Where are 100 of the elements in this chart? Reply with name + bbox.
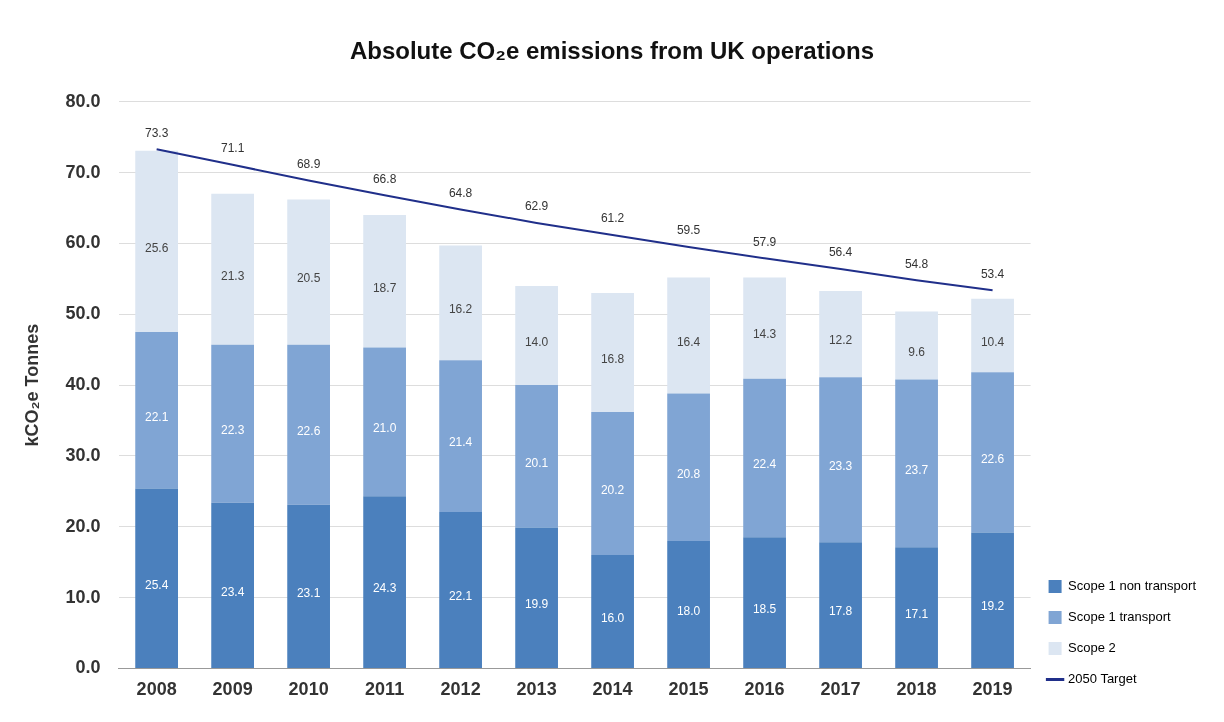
data-label: 73.3	[144, 125, 169, 140]
bar	[971, 298, 1014, 373]
bar	[591, 293, 634, 413]
data-label: 56.4	[828, 245, 853, 260]
data-label: 19.9	[524, 596, 549, 611]
data-label: 25.4	[144, 577, 169, 592]
x-tick-label: 2012	[440, 679, 481, 700]
x-tick-label: 2013	[516, 679, 557, 700]
bar	[287, 504, 330, 668]
x-tick-label: 2016	[744, 679, 785, 700]
bar	[743, 277, 786, 379]
data-label: 16.2	[448, 302, 473, 317]
data-label: 22.1	[144, 409, 169, 424]
data-label: 12.2	[828, 333, 853, 348]
data-label: 18.7	[372, 280, 397, 295]
bar	[287, 199, 330, 345]
y-tick-label: 10.0	[65, 586, 101, 607]
data-label: 17.1	[904, 606, 929, 621]
data-label: 22.6	[980, 451, 1005, 466]
bar	[819, 542, 862, 668]
bar	[667, 540, 710, 668]
data-label: 53.4	[980, 266, 1005, 281]
data-label: 57.9	[752, 234, 777, 249]
bar	[135, 488, 179, 668]
y-axis-title: kCO₂e Tonnes	[21, 323, 42, 447]
legend-label: Scope 1 non transport	[1068, 578, 1197, 594]
bar	[439, 511, 482, 668]
data-label: 22.3	[220, 423, 245, 438]
x-tick-label: 2017	[820, 679, 861, 700]
bar	[819, 377, 862, 543]
data-label: 20.5	[296, 271, 321, 286]
x-tick-label: 2010	[288, 679, 329, 700]
data-label: 21.4	[448, 435, 473, 450]
data-label: 10.4	[980, 334, 1005, 349]
data-label: 68.9	[296, 156, 321, 171]
bar	[667, 393, 710, 541]
y-tick-label: 40.0	[65, 374, 101, 395]
data-label: 66.8	[372, 171, 397, 186]
bar	[135, 150, 179, 332]
x-tick-label: 2018	[896, 679, 937, 700]
y-tick-label: 60.0	[65, 232, 101, 253]
data-label: 18.0	[676, 603, 701, 618]
bar	[895, 311, 938, 380]
bar	[211, 193, 254, 345]
bar	[363, 496, 406, 668]
bar	[439, 360, 482, 512]
bar	[439, 245, 482, 361]
bar	[515, 385, 558, 528]
legend-label: Scope 2	[1068, 640, 1116, 656]
data-label: 61.2	[600, 211, 625, 226]
data-label: 21.3	[220, 268, 245, 283]
bar	[819, 290, 862, 378]
data-label: 16.0	[600, 610, 625, 625]
x-tick-label: 2019	[972, 679, 1013, 700]
data-label: 17.8	[828, 604, 853, 619]
bar	[667, 277, 710, 394]
chart-title: Absolute CO₂e emissions from UK operations	[349, 37, 875, 65]
bar	[743, 537, 786, 668]
y-tick-label: 80.0	[65, 90, 101, 111]
x-tick-label: 2015	[668, 679, 709, 700]
bar	[971, 532, 1014, 668]
data-label: 24.3	[372, 581, 397, 596]
legend-label: Scope 1 transport	[1068, 609, 1172, 625]
bar	[895, 547, 938, 668]
data-label: 14.0	[524, 334, 549, 349]
data-label: 22.4	[752, 457, 777, 472]
bar	[287, 344, 330, 505]
bar	[211, 344, 254, 503]
bar	[591, 555, 634, 668]
y-tick-label: 30.0	[65, 444, 101, 465]
data-label: 22.1	[448, 589, 473, 604]
bar	[895, 379, 938, 548]
x-tick-label: 2008	[136, 679, 177, 700]
data-label: 23.1	[296, 585, 321, 600]
bar	[135, 331, 179, 489]
x-tick-label: 2014	[592, 679, 633, 700]
data-label: 9.6	[908, 344, 926, 359]
bar	[743, 378, 786, 538]
bar	[211, 502, 254, 668]
data-label: 16.8	[600, 351, 625, 366]
bar	[363, 347, 406, 497]
y-tick-label: 50.0	[65, 303, 101, 324]
data-label: 18.5	[752, 601, 777, 616]
legend-label: 2050 Target	[1068, 671, 1137, 687]
data-label: 22.6	[296, 424, 321, 439]
bar	[971, 372, 1014, 533]
data-label: 20.8	[676, 466, 701, 481]
y-tick-label: 70.0	[65, 161, 101, 182]
y-tick-label: 20.0	[65, 515, 101, 536]
data-label: 23.3	[828, 459, 853, 474]
data-label: 23.7	[904, 462, 929, 477]
data-label: 71.1	[220, 141, 245, 156]
x-tick-label: 2011	[365, 679, 405, 700]
x-tick-label: 2009	[212, 679, 253, 700]
data-label: 62.9	[524, 199, 549, 214]
data-label: 25.6	[144, 240, 169, 255]
bar	[363, 215, 406, 348]
bar	[515, 527, 558, 668]
y-tick-label: 0.0	[75, 657, 101, 678]
data-label: 59.5	[676, 223, 701, 238]
